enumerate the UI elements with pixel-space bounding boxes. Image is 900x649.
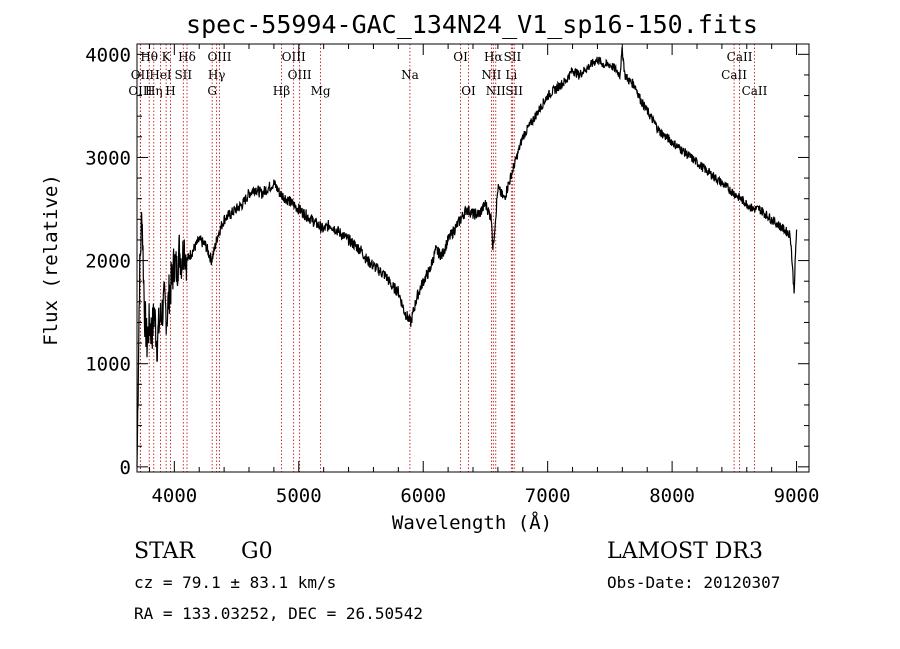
y-tick-label: 2000 [85, 251, 131, 273]
spectral-line-label: G [207, 84, 217, 98]
x-tick-label: 6000 [400, 485, 446, 507]
spectral-line-label: SII [174, 68, 192, 82]
spectral-line-label: Li [505, 68, 517, 82]
x-axis-ticks: 4000 5000 6000 7000 8000 9000 [148, 44, 820, 507]
coordinates-text: RA = 133.03252, DEC = 26.50542 [134, 604, 423, 623]
x-tick-label: 9000 [774, 485, 820, 507]
spectral-line-label: Hδ [178, 50, 196, 64]
spectral-line-label: Hβ [273, 84, 290, 98]
spectral-line-label: NII [486, 84, 506, 98]
y-tick-label: 0 [120, 457, 131, 479]
spectral-line-label: CaII [727, 50, 753, 64]
spectral-line-label: Hα [484, 50, 503, 64]
spectrum-chart: spec-55994-GAC_134N24_V1_sp16-150.fits H… [40, 10, 820, 534]
spectral-line-label: OIII [288, 68, 312, 82]
spectral-line-label: H [165, 84, 175, 98]
object-subclass: G0 [241, 539, 273, 564]
y-tick-label: 4000 [85, 44, 131, 66]
object-class: STAR [134, 539, 195, 564]
spectral-line-label: SII [505, 84, 523, 98]
spectral-line-markers [139, 44, 755, 472]
spectral-line-label: OIII [128, 84, 152, 98]
chart-title: spec-55994-GAC_134N24_V1_sp16-150.fits [186, 10, 758, 39]
x-axis-label: Wavelength (Å) [392, 511, 552, 534]
redshift-text: cz = 79.1 ± 83.1 km/s [134, 573, 337, 592]
x-tick-label: 8000 [649, 485, 695, 507]
spectral-line-label: CaII [721, 68, 747, 82]
survey-name: LAMOST DR3 [607, 539, 763, 564]
x-tick-label: 5000 [276, 485, 322, 507]
spectral-line-label: OI [461, 84, 476, 98]
spectral-line-label: SII [504, 50, 522, 64]
spectral-line-label: Hη [145, 84, 163, 98]
spectral-line-label: CaII [742, 84, 768, 98]
spectral-line-label: Mg [311, 84, 331, 98]
y-tick-label: 3000 [85, 147, 131, 169]
y-axis-ticks: 0 1000 2000 3000 4000 [85, 44, 809, 479]
obs-date: Obs-Date: 20120307 [607, 573, 781, 592]
spectral-line-label: Na [401, 68, 419, 82]
spectral-line-label: Hθ [140, 50, 158, 64]
spectral-line-label: OIII [282, 50, 306, 64]
spectral-line-label: HeI [149, 68, 172, 82]
spectral-line-label: OI [453, 50, 468, 64]
x-tick-label: 4000 [151, 485, 197, 507]
y-tick-label: 1000 [85, 354, 131, 376]
plot-frame [136, 43, 810, 473]
spectral-line-label: OIII [207, 50, 231, 64]
spectral-line-label: K [162, 50, 172, 64]
x-tick-label: 7000 [525, 485, 571, 507]
spectral-line-label: NII [481, 68, 501, 82]
spectrum-line [136, 46, 798, 467]
spectral-line-label: Hγ [208, 68, 226, 82]
y-axis-label: Flux (relative) [40, 174, 62, 346]
